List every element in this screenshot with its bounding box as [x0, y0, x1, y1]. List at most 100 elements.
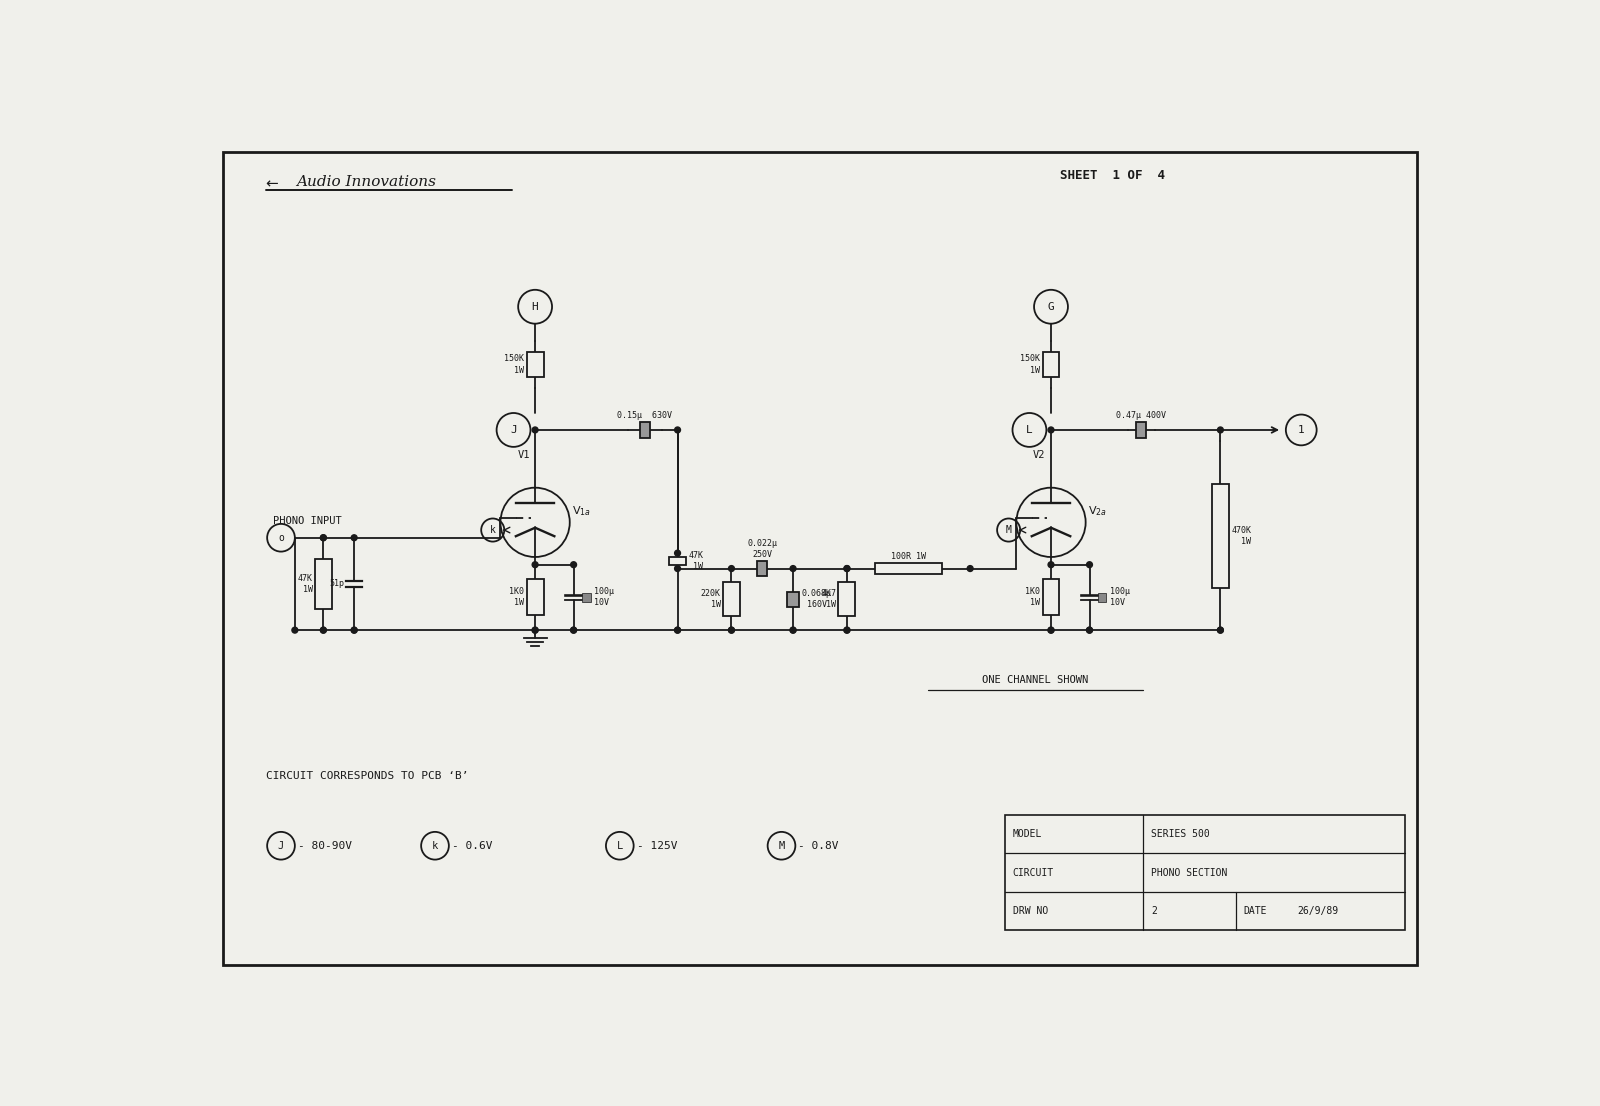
Text: 4K7
 1W: 4K7 1W: [821, 589, 837, 609]
Bar: [526, 352, 544, 377]
Text: 1K0
 1W: 1K0 1W: [509, 587, 525, 607]
Circle shape: [1086, 627, 1093, 633]
Bar: [787, 592, 800, 607]
Circle shape: [533, 427, 538, 432]
Text: 2: 2: [1150, 906, 1157, 916]
Text: - 0.6V: - 0.6V: [451, 841, 493, 851]
Text: M: M: [1006, 525, 1011, 535]
Bar: [1043, 352, 1059, 377]
Circle shape: [571, 627, 576, 633]
Circle shape: [571, 627, 576, 633]
Bar: [1098, 593, 1107, 602]
Circle shape: [1048, 427, 1054, 432]
Text: V1: V1: [517, 449, 530, 460]
Text: 220K
  1W: 220K 1W: [701, 589, 720, 609]
Text: 100μ
10V: 100μ 10V: [1109, 587, 1130, 607]
Circle shape: [1218, 627, 1224, 633]
Bar: [1136, 422, 1147, 438]
Circle shape: [675, 627, 680, 633]
Text: 26/9/89: 26/9/89: [1298, 906, 1339, 916]
Text: 51p: 51p: [330, 580, 344, 588]
Circle shape: [291, 627, 298, 633]
Circle shape: [320, 627, 326, 633]
Circle shape: [1048, 627, 1054, 633]
Text: MODEL: MODEL: [1013, 830, 1042, 839]
Text: 470K
  1W: 470K 1W: [1230, 525, 1251, 546]
Bar: [640, 422, 650, 438]
Text: - 80-90V: - 80-90V: [298, 841, 352, 851]
Circle shape: [675, 427, 680, 432]
Text: M: M: [778, 841, 784, 851]
Circle shape: [790, 627, 795, 633]
Bar: [1005, 815, 1405, 930]
Text: V$_{1a}$: V$_{1a}$: [573, 504, 590, 518]
Text: 0.022μ
250V: 0.022μ 250V: [747, 539, 778, 559]
Bar: [1211, 484, 1229, 587]
Text: PHONO SECTION: PHONO SECTION: [1150, 868, 1227, 878]
Circle shape: [1086, 562, 1093, 567]
Bar: [757, 561, 768, 576]
Circle shape: [352, 627, 357, 633]
Text: L: L: [616, 841, 622, 851]
Circle shape: [533, 627, 538, 633]
Text: V2: V2: [1034, 449, 1046, 460]
Text: SERIES 500: SERIES 500: [1150, 830, 1210, 839]
Text: - 125V: - 125V: [637, 841, 677, 851]
Text: 100R 1W: 100R 1W: [891, 552, 926, 561]
Circle shape: [1048, 562, 1054, 567]
Circle shape: [352, 627, 357, 633]
Text: V$_{2a}$: V$_{2a}$: [1088, 504, 1107, 518]
Text: - 0.8V: - 0.8V: [798, 841, 838, 851]
Circle shape: [728, 627, 734, 633]
Text: 150K
 1W: 150K 1W: [1021, 354, 1040, 375]
Circle shape: [845, 627, 850, 633]
Text: 0.068μ
 160V: 0.068μ 160V: [802, 589, 832, 609]
Circle shape: [845, 627, 850, 633]
Circle shape: [675, 627, 680, 633]
Circle shape: [675, 550, 680, 556]
Text: DATE: DATE: [1243, 906, 1267, 916]
Circle shape: [968, 565, 973, 572]
Circle shape: [533, 562, 538, 567]
Text: H: H: [531, 302, 539, 312]
Bar: [669, 556, 686, 565]
Text: o: o: [278, 533, 283, 543]
Circle shape: [790, 565, 795, 572]
Circle shape: [790, 627, 795, 633]
Text: 0.15μ  630V: 0.15μ 630V: [618, 411, 672, 420]
Text: k: k: [432, 841, 438, 851]
Text: G: G: [1048, 302, 1054, 312]
Text: SHEET  1 OF  4: SHEET 1 OF 4: [1061, 169, 1165, 182]
Text: CIRCUIT: CIRCUIT: [1013, 868, 1054, 878]
Circle shape: [1218, 427, 1224, 432]
Circle shape: [352, 535, 357, 541]
Text: PHONO INPUT: PHONO INPUT: [274, 515, 342, 525]
Text: 150K
 1W: 150K 1W: [504, 354, 525, 375]
Circle shape: [845, 565, 850, 572]
Text: 47K
 1W: 47K 1W: [688, 551, 704, 571]
Text: 47K
 1W: 47K 1W: [298, 574, 312, 594]
Text: J: J: [510, 425, 517, 435]
Text: 1K0
 1W: 1K0 1W: [1026, 587, 1040, 607]
Text: ←: ←: [266, 176, 278, 191]
Text: k: k: [490, 525, 496, 535]
Circle shape: [1086, 627, 1093, 633]
Bar: [875, 563, 942, 574]
Circle shape: [571, 562, 576, 567]
Circle shape: [320, 627, 326, 633]
Bar: [315, 559, 331, 609]
Bar: [723, 583, 739, 616]
Circle shape: [1048, 627, 1054, 633]
Text: 100μ
10V: 100μ 10V: [594, 587, 614, 607]
Circle shape: [728, 627, 734, 633]
Circle shape: [320, 535, 326, 541]
Text: J: J: [278, 841, 285, 851]
Text: 0.47μ 400V: 0.47μ 400V: [1117, 411, 1166, 420]
Bar: [526, 580, 544, 615]
Bar: [838, 583, 856, 616]
Circle shape: [533, 627, 538, 633]
Text: ONE CHANNEL SHOWN: ONE CHANNEL SHOWN: [982, 675, 1088, 686]
Text: Audio Innovations: Audio Innovations: [296, 175, 437, 189]
Text: CIRCUIT CORRESPONDS TO PCB ‘B’: CIRCUIT CORRESPONDS TO PCB ‘B’: [266, 772, 469, 782]
Bar: [1043, 580, 1059, 615]
